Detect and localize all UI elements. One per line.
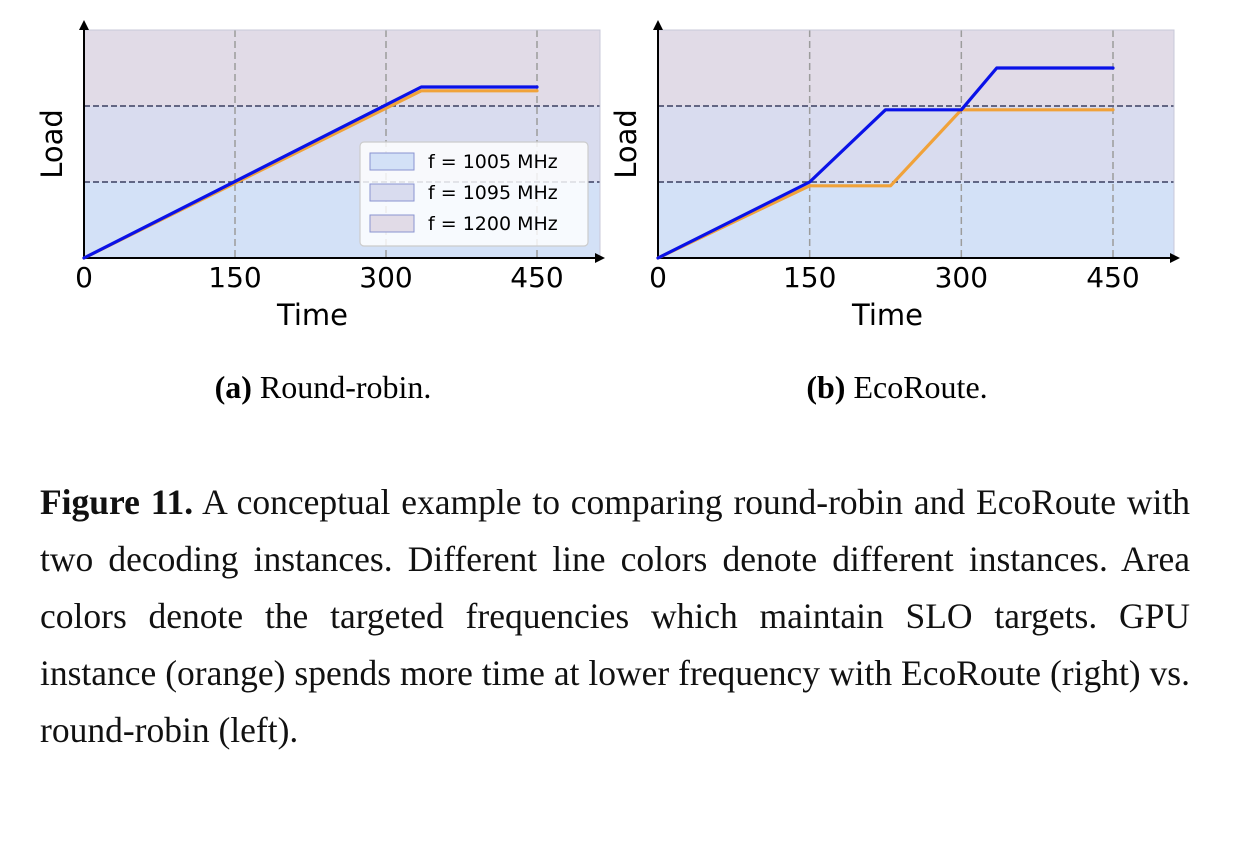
x-tick-label: 150	[208, 261, 261, 294]
y-axis-label: Load	[609, 109, 643, 179]
legend-box	[359, 141, 589, 247]
frequency-band-2	[658, 106, 1174, 182]
y-axis-arrow	[653, 20, 663, 30]
series-line-orange	[656, 108, 1115, 260]
x-tick-label: 300	[935, 261, 988, 294]
y-axis-arrow	[79, 20, 89, 30]
legend-swatch-2	[369, 183, 415, 202]
x-tick-label: 0	[649, 261, 667, 294]
subcaption-b: (b) EcoRoute.	[806, 369, 987, 405]
x-tick-label: 300	[359, 261, 412, 294]
legend-swatch-1	[369, 152, 415, 171]
legend-swatch-3	[369, 214, 415, 233]
figure-canvas: 0 150 300 450 Time Load f = 1005 MHz f = 1095 M…	[35, 20, 1180, 405]
y-axis-label: Load	[35, 109, 69, 179]
x-axis-label: Time	[276, 298, 348, 332]
chart-panel-a: 0 150 300 450 Time Load f = 1005 MHz f = 1095 M…	[35, 20, 605, 332]
x-tick-label: 450	[510, 261, 563, 294]
frequency-band-3	[84, 30, 600, 106]
subcaption-a-label: (a)	[215, 369, 252, 405]
chart-panel-b: 0 150 300 450 Time Load	[609, 20, 1180, 332]
legend-label-1: f = 1005 MHz	[428, 151, 558, 173]
x-tick-label: 450	[1086, 261, 1139, 294]
x-axis-arrow	[595, 253, 605, 263]
figure-caption: Figure 11. A conceptual example to compa…	[40, 474, 1190, 759]
x-tick-label: 150	[783, 261, 836, 294]
subcaption-b-text: EcoRoute.	[845, 369, 987, 405]
caption-label: Figure 11.	[40, 482, 194, 522]
subcaption-a: (a) Round-robin.	[215, 369, 432, 405]
caption-text: A conceptual example to comparing round-…	[40, 482, 1190, 750]
x-tick-label: 0	[75, 261, 93, 294]
x-axis-label: Time	[851, 298, 923, 332]
legend-label-3: f = 1200 MHz	[428, 213, 558, 235]
legend-label-2: f = 1095 MHz	[428, 182, 558, 204]
series-line-blue	[82, 85, 539, 260]
series-line-blue	[656, 66, 1115, 260]
x-axis-arrow	[1170, 253, 1180, 263]
frequency-band-1	[658, 182, 1174, 258]
subcaption-a-text: Round-robin.	[252, 369, 432, 405]
subcaption-b-label: (b)	[806, 369, 845, 405]
